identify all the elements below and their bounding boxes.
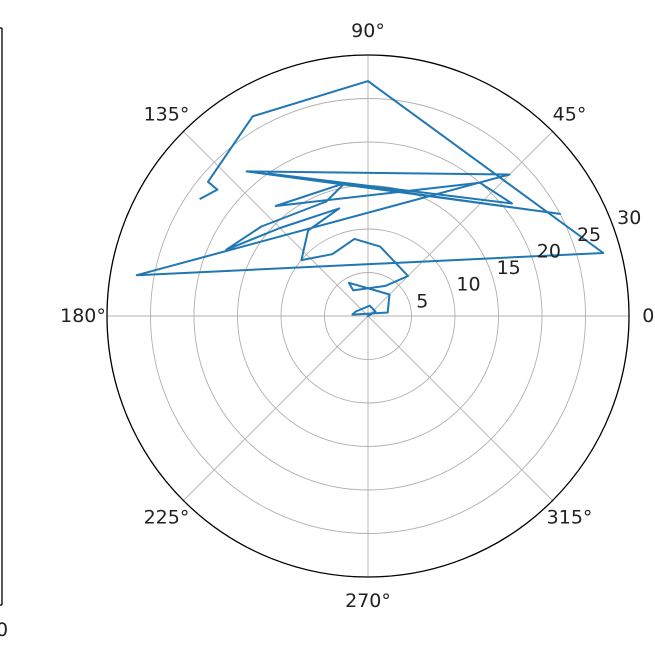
- angular-tick-label: 0°: [642, 305, 655, 327]
- angular-tick-label: 225°: [144, 507, 190, 529]
- radial-tick-label: 10: [456, 274, 480, 296]
- series-layer: [135, 80, 605, 318]
- series-line: [135, 80, 605, 318]
- angular-grid-spoke: [367, 131, 553, 317]
- angular-tick-label: 315°: [547, 507, 593, 529]
- angular-tick-label: 90°: [351, 20, 385, 42]
- angular-tick-label: 135°: [144, 103, 190, 125]
- radial-tick-label: 30: [617, 207, 641, 229]
- angular-grid-spoke: [183, 315, 369, 501]
- angular-tick-label: 180°: [60, 305, 106, 327]
- angular-grid-spoke: [367, 315, 553, 501]
- radial-tick-label: 20: [537, 240, 561, 262]
- radial-tick-label: 25: [577, 224, 601, 246]
- angular-grid-spoke: [183, 131, 369, 317]
- neighbor-panel-fragment: 0: [0, 27, 8, 641]
- radial-tick-label: 5: [416, 290, 428, 312]
- polar-frame: [106, 54, 630, 578]
- radial-tick-label: 15: [497, 257, 521, 279]
- angular-tick-label: 45°: [553, 103, 587, 125]
- radial-tick-labels: 5 10 15 20 25 30: [416, 207, 641, 312]
- angular-tick-label: 270°: [345, 590, 391, 612]
- angular-tick-labels: 0° 45° 90° 135° 180° 225° 270° 315°: [60, 20, 655, 612]
- neighbor-panel-tick-label: 0: [0, 619, 8, 641]
